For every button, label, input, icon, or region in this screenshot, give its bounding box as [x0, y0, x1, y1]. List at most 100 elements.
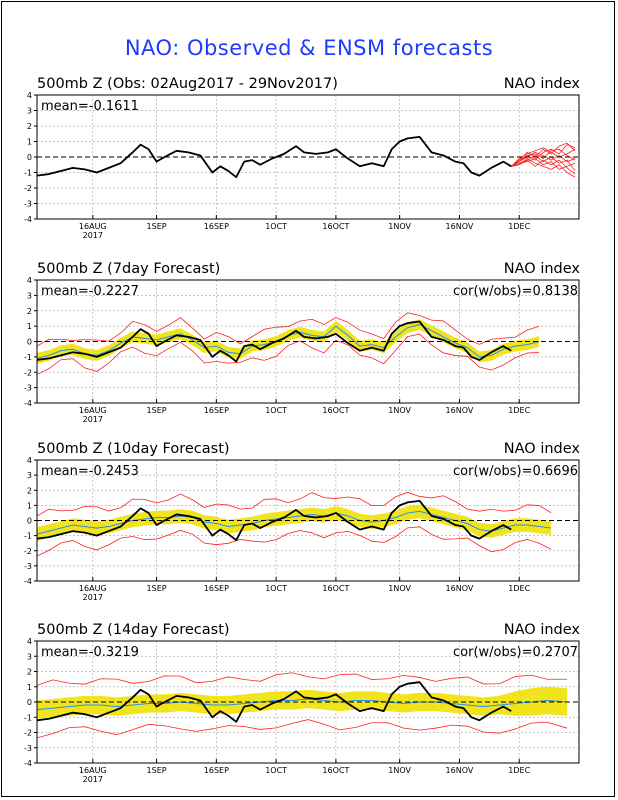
x-tick-label: 1SEP — [147, 406, 167, 415]
x-tick-label: 1OCT — [265, 406, 287, 415]
panel-title: 500mb Z (Obs: 02Aug2017 - 29Nov2017) — [37, 76, 338, 92]
y-tick-label: -1 — [24, 169, 32, 178]
y-tick-label: 4 — [27, 276, 32, 285]
x-tick-label: 16NOV — [446, 584, 474, 593]
panel-index-label: NAO index — [504, 76, 581, 92]
x-tick-label: 1OCT — [265, 222, 287, 231]
panel-index-label: NAO index — [504, 261, 581, 277]
y-tick-label: -3 — [24, 384, 32, 393]
y-tick-label: 4 — [27, 456, 32, 465]
panel-title: 500mb Z (14day Forecast) — [37, 622, 230, 638]
y-tick-label: 3 — [27, 291, 32, 300]
y-tick-label: -3 — [24, 744, 32, 753]
y-tick-label: -1 — [24, 353, 32, 362]
x-tick-label: 16NOV — [446, 766, 474, 775]
forecast-member-line — [511, 154, 576, 172]
mean-label: mean=-0.2227 — [41, 284, 139, 299]
chart-panel-4: 500mb Z (14day Forecast) NAO index 4 3 2 1 0 -1… — [24, 622, 580, 784]
chart-panel-2: 500mb Z (7day Forecast) NAO index 4 3 2 1 0 -1 -… — [24, 261, 580, 424]
envelope-upper-line — [36, 672, 568, 686]
chart-panel-3: 500mb Z (10day Forecast) NAO index 4 3 2 1 0 -1… — [24, 441, 580, 602]
mean-label: mean=-0.1611 — [41, 99, 139, 114]
y-tick-label: -2 — [24, 729, 32, 738]
spread-band — [37, 504, 552, 541]
x-tick-label: 16SEP — [204, 222, 229, 231]
page-title: NAO: Observed & ENSM forecasts — [124, 36, 494, 60]
x-tick-label: 1DEC — [508, 222, 530, 231]
y-tick-label: 2 — [27, 122, 32, 131]
x-tick-year-label: 2017 — [83, 415, 103, 424]
x-tick-label: 1NOV — [388, 584, 411, 593]
x-tick-label: 1OCT — [265, 766, 287, 775]
forecast-member-line — [511, 144, 576, 167]
observed-nao-line — [36, 135, 512, 179]
envelope-lower-line — [36, 333, 540, 375]
y-tick-label: -2 — [24, 547, 32, 556]
x-tick-label: 16OCT — [322, 766, 349, 775]
correlation-label: cor(w/obs)=0.8138 — [453, 284, 578, 299]
y-tick-label: 2 — [27, 668, 32, 677]
ensemble-mean-line — [36, 698, 568, 711]
panel-index-label: NAO index — [504, 441, 581, 457]
x-tick-year-label: 2017 — [83, 231, 103, 240]
forecast-member-line — [511, 159, 576, 175]
x-tick-label: 1SEP — [147, 584, 167, 593]
x-tick-label: 16SEP — [204, 584, 229, 593]
y-tick-label: 3 — [27, 652, 32, 661]
x-tick-label: 16SEP — [204, 406, 229, 415]
correlation-label: cor(w/obs)=0.6696 — [453, 464, 578, 479]
spread-band — [37, 686, 568, 719]
y-tick-label: -3 — [24, 562, 32, 571]
y-tick-label: 0 — [27, 153, 32, 162]
y-tick-label: 1 — [27, 501, 32, 510]
y-tick-label: 0 — [27, 698, 32, 707]
x-tick-label: 16AUG — [79, 584, 107, 593]
forecast-member-line — [511, 142, 576, 167]
forecast-member-line — [511, 151, 576, 167]
y-tick-label: 4 — [27, 91, 32, 100]
x-tick-label: 1NOV — [388, 766, 411, 775]
y-tick-label: 1 — [27, 138, 32, 147]
y-tick-label: -1 — [24, 713, 32, 722]
x-tick-label: 16SEP — [204, 766, 229, 775]
y-tick-label: 2 — [27, 307, 32, 316]
y-tick-label: -2 — [24, 368, 32, 377]
x-tick-label: 1SEP — [147, 766, 167, 775]
forecast-member-line — [511, 148, 576, 167]
y-tick-label: 1 — [27, 683, 32, 692]
x-tick-year-label: 2017 — [83, 775, 103, 784]
x-tick-label: 1DEC — [508, 406, 530, 415]
y-tick-label: 2 — [27, 486, 32, 495]
x-tick-label: 16OCT — [322, 406, 349, 415]
x-tick-label: 1DEC — [508, 766, 530, 775]
x-tick-label: 16AUG — [79, 766, 107, 775]
mean-label: mean=-0.2453 — [41, 464, 139, 479]
mean-label: mean=-0.3219 — [41, 645, 139, 660]
observed-nao-line — [36, 320, 512, 363]
x-tick-label: 1NOV — [388, 406, 411, 415]
y-tick-label: -2 — [24, 184, 32, 193]
ensemble-mean-line — [36, 510, 552, 535]
y-tick-label: -3 — [24, 200, 32, 209]
y-tick-label: -1 — [24, 532, 32, 541]
y-tick-label: 4 — [27, 637, 32, 646]
envelope-upper-line — [36, 491, 552, 517]
x-tick-label: 1DEC — [508, 584, 530, 593]
envelope-upper-line — [36, 312, 540, 347]
x-tick-label: 16OCT — [322, 222, 349, 231]
x-tick-label: 1NOV — [388, 222, 411, 231]
y-tick-label: -4 — [24, 577, 32, 586]
x-tick-label: 16AUG — [79, 222, 107, 231]
observed-nao-line — [36, 499, 512, 542]
spread-band — [37, 319, 540, 364]
x-tick-label: 16OCT — [322, 584, 349, 593]
x-tick-year-label: 2017 — [83, 593, 103, 602]
y-tick-label: 1 — [27, 322, 32, 331]
y-tick-label: 0 — [27, 517, 32, 526]
x-tick-label: 1OCT — [265, 584, 287, 593]
panel-title: 500mb Z (7day Forecast) — [37, 261, 220, 277]
panel-index-label: NAO index — [504, 622, 581, 638]
chart-panel-1: 500mb Z (Obs: 02Aug2017 - 29Nov2017) NAO … — [24, 76, 580, 240]
x-tick-label: 16AUG — [79, 406, 107, 415]
